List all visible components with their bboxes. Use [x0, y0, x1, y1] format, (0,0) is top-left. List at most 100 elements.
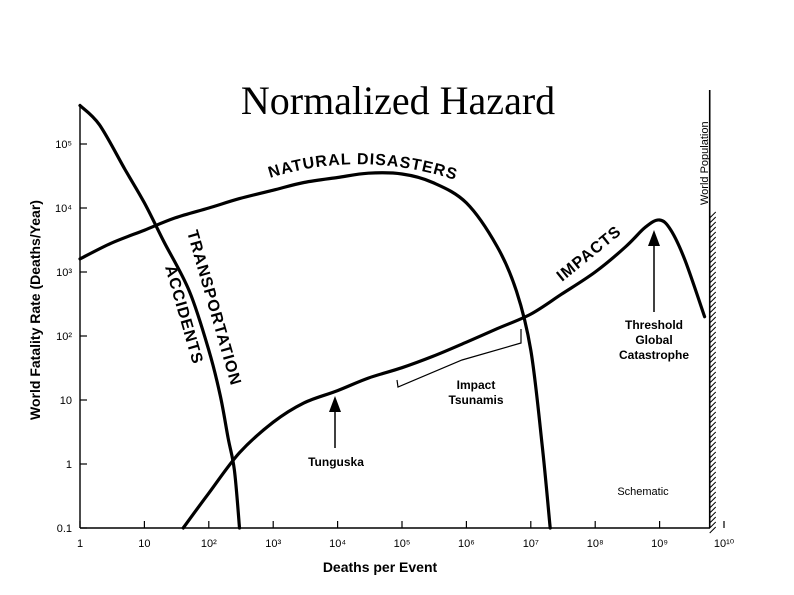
hatch-mark [709, 511, 717, 519]
y-tick-label: 10² [56, 331, 72, 343]
threshold-arrow-head [648, 230, 660, 246]
hatch-mark [709, 376, 717, 384]
impact-tsunamis-line2: Tsunamis [448, 393, 503, 407]
hatch-mark [709, 486, 717, 494]
hatch-mark [709, 286, 717, 294]
natural-disasters-label: NATURAL DISASTERS [266, 151, 459, 184]
natural-disasters-curve [78, 171, 552, 530]
x-tick-label: 10² [201, 538, 217, 550]
hatch-mark [709, 391, 717, 399]
transportation-accidents-label: TRANSPORTATION ACCIDENTS [161, 228, 244, 387]
hatch-mark [709, 336, 717, 344]
hatch-mark [709, 296, 717, 304]
x-tick-label: 1 [77, 538, 83, 550]
hatch-mark [709, 501, 717, 509]
y-tick-label: 10⁵ [55, 139, 72, 151]
y-tick-label: 1 [66, 459, 72, 471]
hatch-mark [709, 256, 717, 264]
hatch-mark [709, 416, 717, 424]
hatch-mark [709, 476, 717, 484]
hatch-mark [709, 241, 717, 249]
hatch-mark [709, 411, 717, 419]
transportation-accidents-curve [78, 103, 242, 530]
x-tick-label: 10¹⁰ [714, 538, 735, 550]
hatch-mark [709, 426, 717, 434]
hatch-mark [709, 271, 717, 279]
hatch-mark [709, 371, 717, 379]
hatch-mark [709, 281, 717, 289]
hatch-mark [709, 506, 717, 514]
hatch-mark [709, 431, 717, 439]
hatch-mark [709, 521, 717, 529]
hatch-mark [709, 466, 717, 474]
hatch-mark [709, 231, 717, 239]
hatch-mark [709, 406, 717, 414]
hatch-mark [709, 526, 717, 534]
hatch-mark [709, 516, 717, 524]
hatch-mark [709, 441, 717, 449]
hatch-mark [709, 301, 717, 309]
hatch-mark [709, 446, 717, 454]
hatch-mark [709, 421, 717, 429]
world-population-label: World Population [699, 121, 711, 205]
hatch-mark [709, 461, 717, 469]
hatch-mark [709, 246, 717, 254]
x-tick-label: 10⁴ [329, 538, 346, 550]
hatch-mark [709, 401, 717, 409]
x-tick-label: 10⁷ [523, 538, 539, 550]
x-axis-ticks: 1 10 10² 10³ 10⁴ 10⁵ 10⁶ 10⁷ 10⁸ 10⁹ 10¹⁰ [77, 521, 735, 550]
impact-tsunamis-annotation: Impact Tsunamis [396, 329, 522, 407]
hatch-mark [709, 291, 717, 299]
y-tick-label: 10³ [56, 267, 72, 279]
hatch-mark [709, 436, 717, 444]
hatch-mark [709, 261, 717, 269]
impact-tsunamis-line1: Impact [457, 378, 496, 392]
hatch-mark [709, 361, 717, 369]
hatch-mark [709, 226, 717, 234]
impact-tsunamis-bracket [396, 329, 522, 388]
threshold-label-line3: Catastrophe [619, 348, 689, 362]
hatch-mark [709, 221, 717, 229]
hatch-mark [709, 346, 717, 354]
tunguska-arrow-head [329, 396, 341, 412]
threshold-annotation: Threshold Global Catastrophe [619, 230, 689, 362]
hatch-mark [709, 386, 717, 394]
tunguska-label: Tunguska [308, 455, 364, 469]
chart-title: Normalized Hazard [241, 78, 555, 123]
hatch-mark [709, 341, 717, 349]
hatch-mark [709, 211, 717, 219]
schematic-note: Schematic [617, 486, 669, 498]
threshold-label-line1: Threshold [625, 318, 683, 332]
hatch-mark [709, 236, 717, 244]
hatch-mark [709, 356, 717, 364]
hatch-mark [709, 216, 717, 224]
hatch-mark [709, 451, 717, 459]
hatch-mark [709, 471, 717, 479]
hatch-mark [709, 306, 717, 314]
y-axis-label-group: World Fatality Rate (Deaths/Year) [27, 200, 43, 420]
y-tick-label: 0.1 [57, 523, 72, 535]
x-tick-label: 10³ [265, 538, 281, 550]
tunguska-annotation: Tunguska [308, 396, 364, 469]
y-axis-ticks: 0.1 1 10 10² 10³ 10⁴ 10⁵ [55, 139, 87, 535]
hatch-mark [709, 326, 717, 334]
hatch-mark [709, 491, 717, 499]
curves [78, 103, 707, 530]
world-population-boundary [708, 90, 717, 534]
y-axis-label: World Fatality Rate (Deaths/Year) [27, 200, 43, 420]
hatch-mark [709, 251, 717, 259]
hatch-mark [709, 276, 717, 284]
y-tick-label: 10⁴ [55, 203, 72, 215]
impacts-curve [181, 218, 707, 530]
hatch-mark [709, 266, 717, 274]
hatch-mark [709, 316, 717, 324]
hatch-mark [709, 366, 717, 374]
hatch-mark [709, 481, 717, 489]
x-tick-label: 10⁵ [394, 538, 411, 550]
x-tick-label: 10 [138, 538, 150, 550]
hatch-mark [709, 351, 717, 359]
hatch-mark [709, 396, 717, 404]
hatch-mark [709, 456, 717, 464]
hatch-mark [709, 331, 717, 339]
